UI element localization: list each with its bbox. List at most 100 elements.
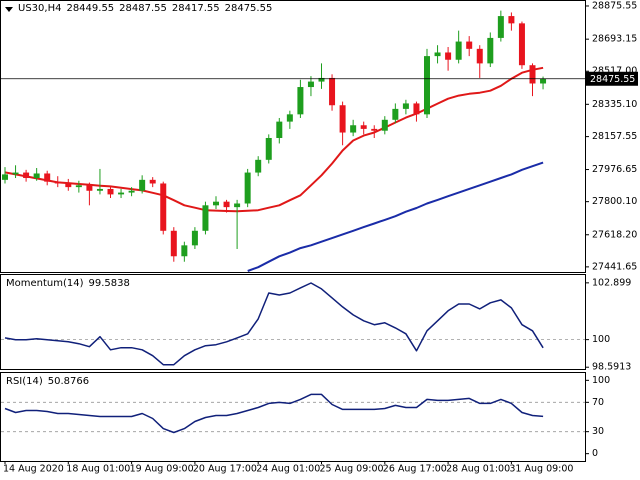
- indicator-name: Momentum(14): [6, 278, 84, 289]
- y-tick-label: 100: [592, 334, 610, 345]
- y-tick-label: 98.5913: [592, 362, 631, 373]
- candle-body: [476, 48, 483, 64]
- main-panel-border: [0, 0, 586, 273]
- x-tick-label: 20 Aug 17:00: [193, 464, 257, 475]
- y-tick-label: 27976.65: [592, 164, 637, 175]
- candle-body: [255, 159, 262, 173]
- candle-body: [23, 172, 30, 179]
- candle-body: [44, 173, 51, 182]
- candle-body: [318, 77, 325, 82]
- indicator-value: 99.5838: [88, 278, 130, 289]
- candle-body: [223, 201, 230, 208]
- x-tick-label: 14 Aug 2020: [3, 464, 64, 475]
- candle-body: [160, 183, 167, 231]
- candle-body: [529, 65, 536, 84]
- candle-body: [213, 201, 219, 206]
- candle-body: [265, 137, 272, 160]
- y-tick-label: 27618.20: [592, 229, 637, 240]
- candle-body: [381, 119, 388, 131]
- current-price-label: 28475.55: [590, 74, 635, 85]
- momentum-panel-border: [0, 274, 586, 370]
- moving-average: [247, 161, 544, 272]
- current-price-box: [586, 71, 638, 86]
- y-tick-label: 28517.00: [592, 66, 637, 77]
- candle-body: [518, 23, 525, 66]
- candle-body: [424, 56, 430, 115]
- candle-body: [202, 205, 209, 231]
- x-tick-label: 25 Aug 09:00: [320, 464, 384, 475]
- candle-body: [497, 16, 504, 38]
- open-value: 28449.55: [66, 3, 115, 14]
- candle-body: [402, 103, 409, 109]
- candle-body: [86, 185, 93, 191]
- candle-body: [392, 108, 399, 120]
- moving-average: [4, 66, 544, 213]
- close-value: 28475.55: [224, 3, 273, 14]
- candle-body: [434, 52, 441, 57]
- candle-body: [307, 81, 314, 88]
- y-tick-label: 27441.65: [592, 261, 637, 272]
- candle-body: [65, 183, 72, 188]
- x-tick-label: 28 Aug 01:00: [446, 464, 510, 475]
- x-tick-label: 18 Aug 01:00: [66, 464, 130, 475]
- high-value: 28487.55: [119, 3, 167, 14]
- x-tick-label: 26 Aug 17:00: [383, 464, 447, 475]
- candle-body: [350, 125, 357, 133]
- y-tick-label: 28335.10: [592, 99, 637, 110]
- candle-body: [487, 37, 494, 64]
- momentum-header: Momentum(14) 99.5838: [6, 278, 130, 289]
- y-tick-label: 0: [592, 448, 598, 459]
- collapse-icon[interactable]: [5, 7, 13, 12]
- candle-body: [107, 188, 114, 195]
- indicator-name: RSI(14): [6, 376, 43, 387]
- candle-body: [118, 192, 125, 195]
- y-tick-label: 27800.10: [592, 196, 637, 207]
- candle-body: [508, 16, 515, 24]
- candle-body: [170, 230, 177, 257]
- symbol-header: US30,H4 28449.55 28487.55 28417.55 28475…: [18, 3, 272, 14]
- candle-body: [234, 203, 241, 208]
- indicator-value: 50.8766: [47, 376, 90, 387]
- y-tick-label: 28157.55: [592, 131, 637, 142]
- candle-body: [286, 114, 293, 122]
- candle-body: [12, 172, 19, 175]
- candle-body: [540, 78, 547, 84]
- candle-body: [2, 174, 8, 180]
- candle-body: [360, 125, 367, 129]
- candle-body: [191, 230, 198, 246]
- candle-body: [33, 173, 40, 179]
- candle-body: [276, 121, 283, 138]
- symbol: US30,H4: [18, 3, 62, 14]
- candle-body: [139, 179, 146, 191]
- candle-body: [455, 41, 462, 60]
- candle-body: [297, 87, 304, 115]
- candle-body: [149, 179, 156, 184]
- candle-body: [244, 172, 251, 204]
- panel-plot: [2, 10, 547, 272]
- rsi-panel-border: [0, 372, 586, 462]
- candle-body: [371, 128, 378, 131]
- y-tick-label: 28875.55: [592, 0, 637, 11]
- candle-body: [339, 105, 346, 133]
- candle-body: [128, 190, 135, 193]
- candle-body: [413, 103, 420, 115]
- x-tick-label: 19 Aug 09:00: [130, 464, 194, 475]
- y-tick-label: 100: [592, 375, 610, 386]
- x-tick-label: 31 Aug 09:00: [509, 464, 573, 475]
- y-tick-label: 70: [592, 397, 604, 408]
- panel-plot: [4, 282, 544, 366]
- y-tick-label: 30: [592, 426, 604, 437]
- indicator-line: [4, 393, 544, 434]
- candle-body: [445, 52, 452, 60]
- rsi-header: RSI(14) 50.8766: [6, 376, 89, 387]
- candle-body: [466, 41, 473, 49]
- candle-body: [329, 77, 336, 106]
- candle-body: [181, 245, 188, 257]
- y-tick-label: 28693.15: [592, 34, 637, 45]
- x-tick-label: 24 Aug 01:00: [256, 464, 320, 475]
- candle-body: [54, 181, 61, 184]
- candle-body: [96, 188, 103, 191]
- panel-plot: [4, 393, 544, 434]
